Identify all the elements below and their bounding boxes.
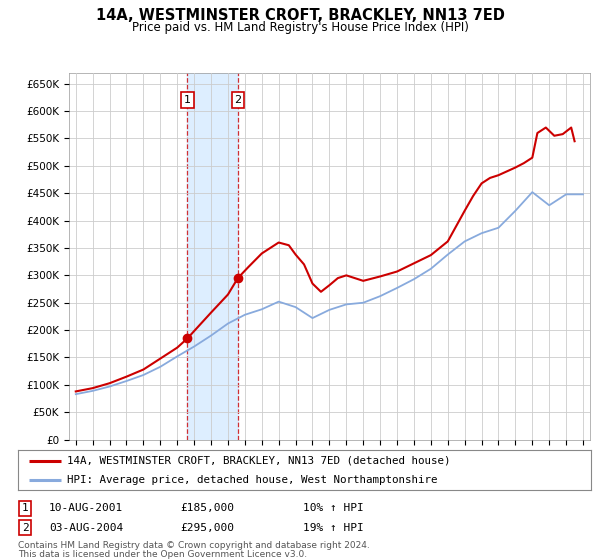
- Text: £295,000: £295,000: [180, 522, 234, 533]
- Text: HPI: Average price, detached house, West Northamptonshire: HPI: Average price, detached house, West…: [67, 475, 437, 485]
- Text: This data is licensed under the Open Government Licence v3.0.: This data is licensed under the Open Gov…: [18, 550, 307, 559]
- Text: 10-AUG-2001: 10-AUG-2001: [49, 503, 124, 514]
- Text: 2: 2: [22, 522, 29, 533]
- Text: 1: 1: [22, 503, 29, 514]
- Text: 19% ↑ HPI: 19% ↑ HPI: [303, 522, 364, 533]
- Text: 1: 1: [184, 95, 191, 105]
- Text: 03-AUG-2004: 03-AUG-2004: [49, 522, 124, 533]
- Bar: [187, 73, 238, 440]
- Text: 14A, WESTMINSTER CROFT, BRACKLEY, NN13 7ED: 14A, WESTMINSTER CROFT, BRACKLEY, NN13 7…: [95, 8, 505, 24]
- Text: £185,000: £185,000: [180, 503, 234, 514]
- Text: Contains HM Land Registry data © Crown copyright and database right 2024.: Contains HM Land Registry data © Crown c…: [18, 542, 370, 550]
- Text: Price paid vs. HM Land Registry's House Price Index (HPI): Price paid vs. HM Land Registry's House …: [131, 21, 469, 34]
- Text: 2: 2: [234, 95, 241, 105]
- Text: 14A, WESTMINSTER CROFT, BRACKLEY, NN13 7ED (detached house): 14A, WESTMINSTER CROFT, BRACKLEY, NN13 7…: [67, 456, 450, 466]
- Text: 10% ↑ HPI: 10% ↑ HPI: [303, 503, 364, 514]
